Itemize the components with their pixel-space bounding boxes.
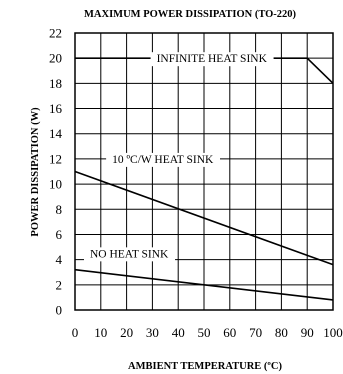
series-labels: INFINITE HEAT SINK 10 ºC/W HEAT SINK NO HE… — [83, 52, 274, 262]
series-label-background — [150, 52, 274, 67]
y-tick-label: 12 — [49, 151, 62, 166]
x-tick-label: 30 — [146, 325, 159, 340]
x-tick-label: 90 — [301, 325, 314, 340]
x-tick-label: 10 — [94, 325, 107, 340]
y-tick-label: 10 — [49, 177, 62, 192]
chart-title: MAXIMUM POWER DISSIPATION (TO-220) — [84, 9, 297, 20]
series-label: NO HEAT SINK — [90, 248, 169, 260]
y-tick-label: 18 — [49, 76, 62, 91]
y-tick-label: 6 — [56, 227, 63, 242]
y-tick-label: 20 — [49, 51, 62, 66]
x-tick-label: 100 — [323, 325, 343, 340]
series-label-background — [83, 247, 176, 262]
y-axis-label: POWER DISSIPATION (W) — [30, 107, 41, 237]
series-line — [74, 170, 334, 266]
x-tick-label: 60 — [223, 325, 236, 340]
y-tick-label: 16 — [49, 101, 63, 116]
grid-lines — [74, 32, 334, 311]
x-tick-label: 80 — [275, 325, 288, 340]
x-tick-label: 40 — [172, 325, 185, 340]
x-tick-label: 50 — [198, 325, 211, 340]
y-tick-label: 2 — [56, 277, 63, 292]
series-label: 10 ºC/W HEAT SINK — [112, 154, 214, 166]
y-tick-label: 0 — [56, 303, 63, 318]
x-tick-label: 0 — [72, 325, 79, 340]
y-tick-label: 8 — [56, 202, 63, 217]
series-line — [74, 268, 334, 301]
y-tick-labels: 0 2 4 6 8 10 12 14 16 18 20 22 — [49, 26, 63, 318]
x-axis-label: AMBIENT TEMPERATURE (ºC) — [128, 361, 282, 372]
series-label: INFINITE HEAT SINK — [157, 53, 268, 65]
x-tick-label: 20 — [120, 325, 133, 340]
y-tick-label: 4 — [56, 252, 63, 267]
x-tick-label: 70 — [249, 325, 262, 340]
y-tick-label: 22 — [49, 26, 62, 41]
series-label-background — [106, 152, 221, 167]
x-tick-labels: 0 10 20 30 40 50 60 70 80 90 100 — [72, 325, 343, 340]
y-tick-label: 14 — [49, 126, 63, 141]
